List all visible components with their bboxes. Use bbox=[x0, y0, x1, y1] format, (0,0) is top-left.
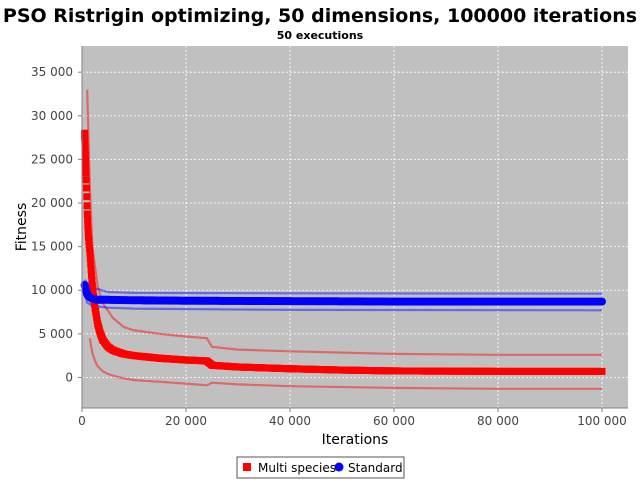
y-tick-label: 25 000 bbox=[31, 152, 73, 166]
series-0-lower-line bbox=[88, 338, 602, 390]
series-0-point bbox=[87, 266, 95, 273]
series-layer bbox=[80, 89, 606, 390]
x-tick-label: 60 000 bbox=[373, 414, 415, 428]
legend-box bbox=[236, 456, 405, 479]
y-tick-label: 15 000 bbox=[31, 240, 73, 254]
series-0-point bbox=[81, 147, 89, 155]
series-0-point bbox=[86, 249, 94, 257]
x-tick-label: 100 000 bbox=[577, 414, 627, 428]
tick-labels: 0 20 000 40 000 60 000 80 000 100 000 0 5 000 10… bbox=[31, 65, 627, 428]
series-0-point bbox=[85, 241, 93, 249]
plot-area bbox=[82, 46, 628, 408]
series-0-point bbox=[84, 223, 92, 230]
y-tick-label: 10 000 bbox=[31, 283, 73, 297]
series-0-point bbox=[85, 237, 93, 245]
series-0-upper-line bbox=[86, 89, 602, 356]
series-0-point bbox=[84, 216, 92, 224]
series-0-point bbox=[88, 271, 95, 279]
legend-label-standard: Standard bbox=[348, 461, 403, 475]
legend-marker-multi-species bbox=[243, 463, 251, 471]
series-0-point bbox=[81, 138, 89, 146]
grid bbox=[82, 46, 628, 408]
y-tick-label: 5 000 bbox=[39, 327, 73, 341]
series-0-point bbox=[82, 157, 90, 165]
series-0-point bbox=[81, 142, 89, 150]
series-1-lower-line bbox=[83, 294, 603, 312]
series-0-point bbox=[83, 184, 90, 192]
y-tick-label: 0 bbox=[65, 370, 73, 384]
x-axis-label: Iterations bbox=[322, 432, 389, 448]
series-0-point bbox=[82, 176, 90, 184]
x-tick-label: 20 000 bbox=[165, 414, 207, 428]
series-0-point bbox=[83, 210, 91, 218]
x-tick-label: 0 bbox=[78, 414, 86, 428]
legend: Multi species Standard bbox=[236, 456, 405, 479]
series-0-point bbox=[85, 233, 92, 241]
x-tick-label: 80 000 bbox=[477, 414, 519, 428]
chart-title: PSO Ristrigin optimizing, 50 dimensions,… bbox=[3, 5, 637, 27]
y-axis-label: Fitness bbox=[14, 203, 30, 252]
y-tick-label: 20 000 bbox=[31, 196, 73, 210]
series-0-point bbox=[86, 255, 94, 262]
series-0-point bbox=[81, 152, 89, 160]
series-0-point bbox=[84, 229, 92, 237]
series-0-point bbox=[82, 169, 90, 177]
x-tick-label: 40 000 bbox=[269, 414, 311, 428]
series-0-point bbox=[86, 245, 94, 253]
legend-marker-standard bbox=[334, 462, 344, 472]
y-tick-label: 35 000 bbox=[31, 65, 73, 79]
series-0-point bbox=[82, 163, 90, 171]
series-0-point bbox=[88, 282, 96, 289]
series-0-point bbox=[91, 301, 99, 308]
chart-subtitle: 50 executions bbox=[277, 29, 364, 42]
axes bbox=[78, 46, 628, 412]
series-0-point bbox=[83, 202, 91, 210]
series-0-point bbox=[89, 285, 97, 293]
series-0-point bbox=[87, 260, 95, 268]
series-0-point bbox=[88, 276, 96, 284]
y-tick-label: 30 000 bbox=[31, 109, 73, 123]
legend-label-multi-species: Multi species bbox=[258, 461, 336, 475]
series-0-point bbox=[83, 193, 91, 201]
series-0-point bbox=[598, 367, 606, 375]
series-1-point bbox=[598, 297, 606, 306]
series-0-point bbox=[89, 289, 97, 297]
